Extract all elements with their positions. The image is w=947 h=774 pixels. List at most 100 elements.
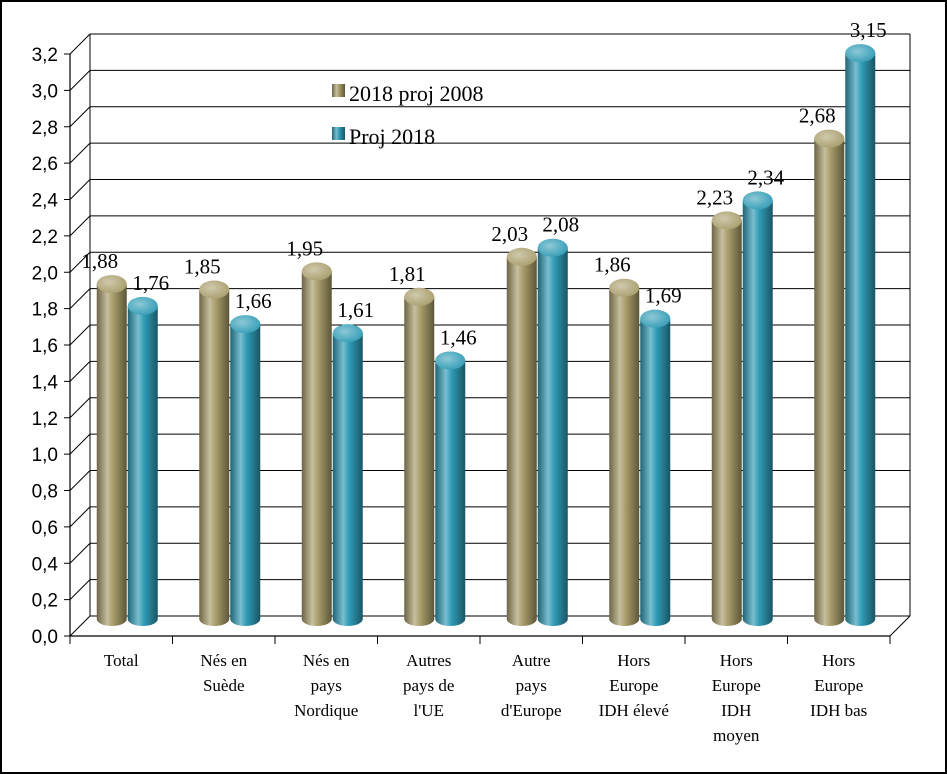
category-label: Nés en pays Nordique [294, 651, 358, 720]
gridline-diag [69, 215, 91, 237]
bar [404, 287, 435, 626]
bar-top [506, 247, 537, 266]
data-label: 1,66 [235, 289, 272, 313]
category-label-line: l'UE [414, 701, 444, 720]
gridline-diag [69, 324, 91, 346]
bar-top [404, 287, 435, 306]
bar [199, 280, 230, 626]
bar [230, 315, 261, 626]
category-label-line: pays [516, 676, 547, 695]
y-tick-label: 0,2 [32, 591, 58, 612]
legend-swatch [332, 127, 345, 140]
gridline-diag [69, 361, 91, 382]
data-label: 1,95 [286, 236, 323, 260]
category-label: Hors Europe IDH élevé [599, 651, 669, 720]
data-label: 2,08 [542, 213, 579, 237]
y-tick-label: 2,2 [32, 227, 58, 248]
gridline-diag [69, 470, 91, 491]
category-label-line: Nés en [200, 651, 247, 670]
y-tick-label: 1,0 [32, 445, 58, 466]
data-label: 1,61 [337, 298, 374, 322]
bar [332, 324, 363, 626]
bar [127, 296, 158, 626]
bar [301, 262, 332, 626]
category-label-line: Hors [617, 651, 650, 670]
category-label-line: pays [311, 676, 342, 695]
y-tick-label: 2,6 [32, 154, 58, 175]
bar-body [96, 284, 127, 626]
data-label: 1,76 [132, 271, 169, 295]
bar-body [609, 287, 640, 626]
bar-body [814, 138, 845, 626]
category-label: Hors Europe IDH moyen [712, 651, 761, 745]
data-label: 1,86 [594, 253, 631, 277]
y-tick-label: 1,4 [32, 372, 59, 393]
data-label: 1,88 [81, 249, 118, 273]
category-label-line: Europe [814, 676, 863, 695]
bar-body [640, 318, 671, 626]
bar-body [404, 296, 435, 626]
category-label: Autres pays de l'UE [403, 651, 454, 720]
data-label: 2,34 [747, 165, 784, 189]
data-label: 1,46 [440, 325, 477, 349]
category-label-line: IDH bas [810, 701, 867, 720]
bar-top [609, 278, 640, 297]
bar-top [332, 324, 363, 343]
bar-body [435, 360, 466, 626]
y-tick-label: 2,0 [32, 263, 58, 284]
category-label-line: Nordique [294, 701, 358, 720]
bar-top [96, 275, 127, 294]
gridline-diag [69, 70, 91, 91]
y-tick-label: 1,2 [32, 409, 58, 430]
gridline-diag [69, 142, 91, 164]
category-label-line: IDH [721, 701, 751, 720]
data-label: 2,68 [799, 104, 836, 128]
bar-body [199, 289, 230, 626]
bar [814, 129, 845, 626]
gridline-diag [69, 251, 91, 273]
category-label-line: Hors [720, 651, 753, 670]
category-label-line: Autres [406, 651, 451, 670]
category-label-line: Total [104, 651, 139, 670]
category-label-line: Europe [609, 676, 658, 695]
bar-top [814, 129, 845, 148]
y-tick-label: 0,0 [32, 627, 58, 648]
category-label-line: Nés en [303, 651, 350, 670]
gridline-diag [69, 579, 91, 600]
y-tick-label: 3,2 [32, 45, 58, 66]
y-tick-label: 1,8 [32, 300, 58, 321]
gridlines [69, 33, 911, 637]
bar-top [230, 315, 261, 334]
bar-top [742, 191, 773, 210]
y-tick-label: 0,6 [32, 518, 58, 539]
bar [742, 191, 773, 626]
bar [96, 275, 127, 626]
gridline-diag [69, 106, 91, 128]
bar-body [230, 324, 261, 626]
bar-body [506, 256, 537, 626]
category-label-line: Europe [712, 676, 761, 695]
gridline-diag [69, 542, 91, 564]
y-tick-label: 2,8 [32, 118, 58, 139]
category-label-line: Suède [203, 676, 245, 695]
gridline-diag [69, 397, 91, 419]
y-tick-label: 0,8 [32, 482, 58, 503]
category-label-line: pays de [403, 676, 454, 695]
bar-top [537, 238, 568, 257]
data-label: 2,23 [696, 185, 733, 209]
gridline-diag [69, 33, 91, 55]
bar-body [742, 200, 773, 626]
bar-body [845, 53, 876, 626]
bar [609, 278, 640, 626]
bar [537, 238, 568, 626]
bar [845, 44, 876, 626]
bar [506, 247, 537, 626]
y-tick-label: 2,4 [32, 191, 59, 212]
bar [435, 351, 466, 626]
bar-top [845, 44, 876, 63]
bar-top [711, 211, 742, 230]
gridline-diag [69, 179, 91, 200]
bar-body [711, 220, 742, 626]
data-label: 3,15 [850, 18, 887, 42]
